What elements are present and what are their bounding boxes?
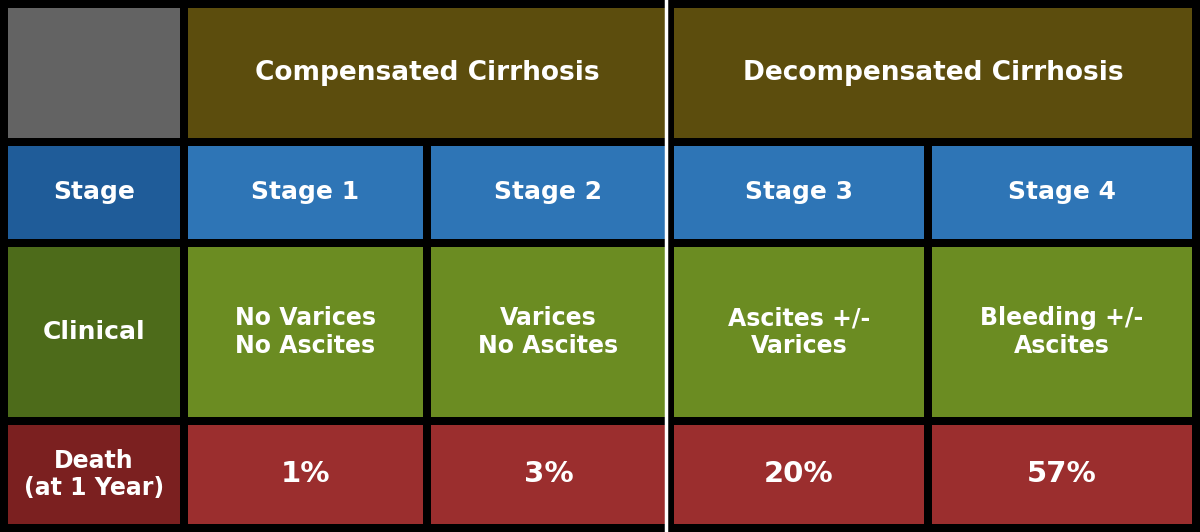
Bar: [188, 146, 424, 239]
Text: Varices
No Ascites: Varices No Ascites: [479, 306, 618, 358]
Bar: [674, 146, 924, 239]
Text: Stage 2: Stage 2: [494, 180, 602, 204]
Text: 57%: 57%: [1027, 461, 1097, 488]
Bar: [674, 247, 924, 417]
Bar: [932, 247, 1192, 417]
Bar: [188, 425, 424, 524]
Bar: [932, 425, 1192, 524]
Text: 3%: 3%: [523, 461, 574, 488]
Text: No Varices
No Ascites: No Varices No Ascites: [235, 306, 376, 358]
Text: Stage: Stage: [53, 180, 134, 204]
Bar: [8, 146, 180, 239]
Text: Ascites +/-
Varices: Ascites +/- Varices: [728, 306, 870, 358]
Bar: [188, 8, 666, 138]
Bar: [188, 247, 424, 417]
Text: Compensated Cirrhosis: Compensated Cirrhosis: [254, 60, 599, 86]
Bar: [431, 247, 666, 417]
Bar: [674, 425, 924, 524]
Bar: [431, 146, 666, 239]
Bar: [431, 425, 666, 524]
Text: Clinical: Clinical: [43, 320, 145, 344]
Text: 20%: 20%: [764, 461, 834, 488]
Bar: [8, 8, 180, 138]
Text: Decompensated Cirrhosis: Decompensated Cirrhosis: [743, 60, 1123, 86]
Text: Bleeding +/-
Ascites: Bleeding +/- Ascites: [980, 306, 1144, 358]
Text: 1%: 1%: [281, 461, 330, 488]
Text: Stage 1: Stage 1: [252, 180, 360, 204]
Bar: [674, 8, 1192, 138]
Bar: [8, 425, 180, 524]
Bar: [8, 247, 180, 417]
Text: Stage 4: Stage 4: [1008, 180, 1116, 204]
Text: Stage 3: Stage 3: [745, 180, 853, 204]
Bar: [932, 146, 1192, 239]
Text: Death
(at 1 Year): Death (at 1 Year): [24, 448, 164, 501]
